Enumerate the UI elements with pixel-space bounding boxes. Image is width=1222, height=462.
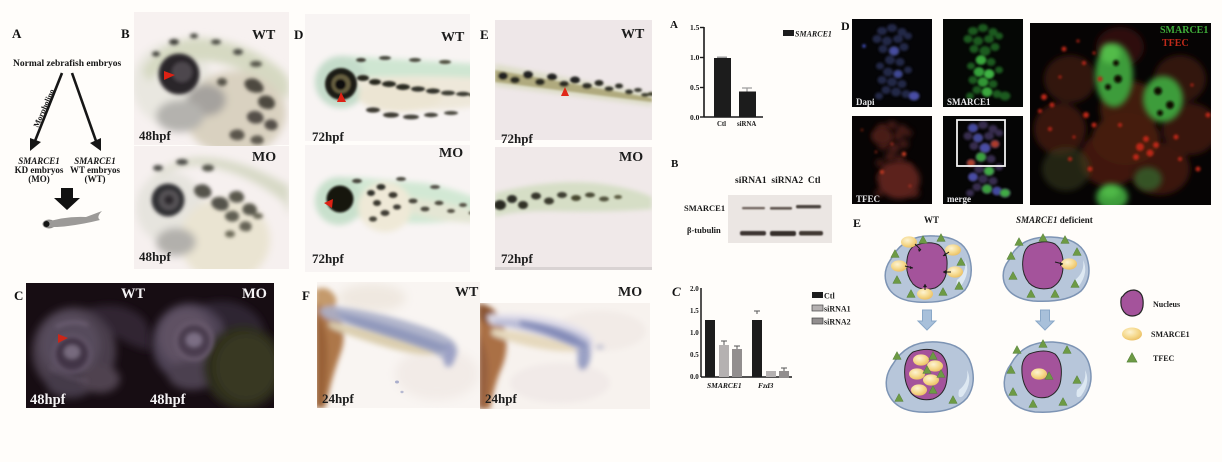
svg-text:siRNA1: siRNA1 bbox=[824, 305, 851, 314]
svg-text:1.5: 1.5 bbox=[690, 307, 699, 315]
svg-text:MO: MO bbox=[242, 286, 267, 302]
svg-text:72hpf: 72hpf bbox=[312, 129, 344, 144]
svg-text:Ctl: Ctl bbox=[717, 121, 726, 128]
svg-text:TFEC: TFEC bbox=[1153, 354, 1175, 363]
svg-text:2.0: 2.0 bbox=[690, 285, 699, 293]
svg-text:MO: MO bbox=[252, 150, 276, 165]
svg-text:TFEC: TFEC bbox=[1162, 38, 1189, 49]
svg-text:48hpf: 48hpf bbox=[139, 249, 171, 264]
svg-text:1.5: 1.5 bbox=[690, 23, 700, 32]
svg-text:Nucleus: Nucleus bbox=[1153, 300, 1180, 309]
svg-text:1.0: 1.0 bbox=[690, 53, 700, 62]
svg-text:1.0: 1.0 bbox=[690, 329, 699, 337]
svg-text:Morpholino: Morpholino bbox=[32, 88, 57, 129]
svg-text:48hpf: 48hpf bbox=[30, 392, 66, 408]
svg-text:TFEC: TFEC bbox=[856, 194, 880, 204]
svg-text:SMARCE1: SMARCE1 bbox=[1151, 330, 1190, 339]
svg-text:48hpf: 48hpf bbox=[150, 392, 186, 408]
svg-text:48hpf: 48hpf bbox=[139, 128, 171, 143]
svg-text:MO: MO bbox=[439, 146, 463, 161]
svg-text:SMARCE1: SMARCE1 bbox=[947, 97, 991, 107]
svg-text:0.5: 0.5 bbox=[690, 351, 699, 359]
svg-text:72hpf: 72hpf bbox=[501, 131, 533, 146]
svg-text:WT: WT bbox=[441, 30, 465, 45]
svg-text:24hpf: 24hpf bbox=[485, 391, 517, 406]
svg-text:siRNA2: siRNA2 bbox=[824, 318, 851, 327]
svg-text:Dapi: Dapi bbox=[856, 97, 875, 107]
svg-text:WT: WT bbox=[621, 27, 645, 42]
svg-text:merge: merge bbox=[947, 194, 971, 204]
svg-text:SMARCE1: SMARCE1 bbox=[707, 381, 742, 390]
svg-text:72hpf: 72hpf bbox=[501, 251, 533, 266]
svg-text:0.0: 0.0 bbox=[690, 113, 700, 122]
svg-text:SMARCE1: SMARCE1 bbox=[795, 30, 832, 39]
svg-text:0.0: 0.0 bbox=[690, 373, 699, 381]
svg-text:72hpf: 72hpf bbox=[312, 251, 344, 266]
svg-text:WT: WT bbox=[252, 28, 276, 43]
svg-text:SMARCE1: SMARCE1 bbox=[1160, 25, 1208, 36]
svg-text:24hpf: 24hpf bbox=[322, 391, 354, 406]
svg-text:WT: WT bbox=[121, 286, 146, 302]
svg-text:Ctl: Ctl bbox=[824, 292, 835, 301]
svg-text:Fzd3: Fzd3 bbox=[758, 381, 774, 390]
svg-text:siRNA: siRNA bbox=[737, 121, 756, 128]
svg-text:0.5: 0.5 bbox=[690, 83, 700, 92]
svg-text:MO: MO bbox=[619, 150, 643, 165]
